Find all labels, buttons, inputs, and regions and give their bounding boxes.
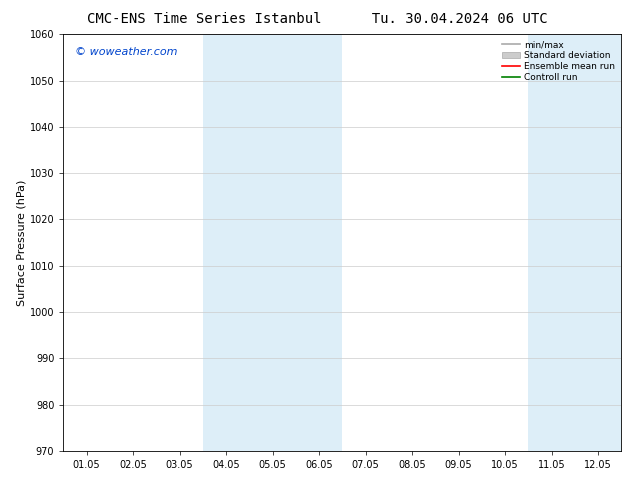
Bar [528, 34, 634, 451]
Text: CMC-ENS Time Series Istanbul      Tu. 30.04.2024 06 UTC: CMC-ENS Time Series Istanbul Tu. 30.04.2… [87, 12, 547, 26]
Bar [203, 34, 342, 451]
Y-axis label: Surface Pressure (hPa): Surface Pressure (hPa) [17, 179, 27, 306]
Legend: min/max, Standard deviation, Ensemble mean run, Controll run: min/max, Standard deviation, Ensemble me… [499, 37, 619, 86]
Text: © woweather.com: © woweather.com [75, 47, 177, 57]
